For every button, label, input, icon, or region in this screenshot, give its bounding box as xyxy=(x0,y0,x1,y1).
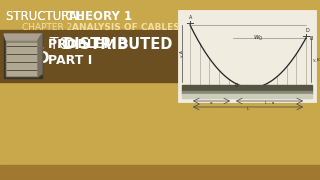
Text: y_B: y_B xyxy=(313,58,320,62)
Text: y_A: y_A xyxy=(180,50,184,57)
Text: STRUCTURAL: STRUCTURAL xyxy=(6,10,87,23)
Bar xyxy=(4,34,42,78)
Text: $w_0$: $w_0$ xyxy=(253,33,263,43)
Bar xyxy=(178,10,316,102)
Text: A: A xyxy=(189,15,193,20)
Text: LOAD: LOAD xyxy=(6,51,51,66)
Text: L: L xyxy=(247,107,249,111)
Polygon shape xyxy=(4,34,42,40)
Text: SUBJ. TO: SUBJ. TO xyxy=(6,37,75,52)
Bar xyxy=(182,85,312,91)
Bar xyxy=(182,94,312,98)
Text: ANALYSIS OF CABLES: ANALYSIS OF CABLES xyxy=(72,23,180,32)
Text: STRUCTURAL: STRUCTURAL xyxy=(6,10,87,23)
Text: PROBLEM 3: PROBLEM 3 xyxy=(48,38,129,51)
Bar xyxy=(7,43,37,75)
Polygon shape xyxy=(38,34,42,76)
Text: B: B xyxy=(309,35,312,40)
Text: THEORY 1: THEORY 1 xyxy=(67,10,132,23)
Text: L - a: L - a xyxy=(265,102,274,105)
Bar xyxy=(6,40,38,76)
Bar xyxy=(0,165,320,180)
Text: C: C xyxy=(235,83,238,88)
Bar xyxy=(182,91,312,94)
Text: D: D xyxy=(305,28,309,33)
Bar xyxy=(0,30,178,82)
Text: DISTRIBUTED: DISTRIBUTED xyxy=(63,37,173,52)
Text: CHAPTER 2: CHAPTER 2 xyxy=(22,23,78,32)
Text: PART I: PART I xyxy=(48,54,92,67)
Text: a: a xyxy=(210,102,213,105)
